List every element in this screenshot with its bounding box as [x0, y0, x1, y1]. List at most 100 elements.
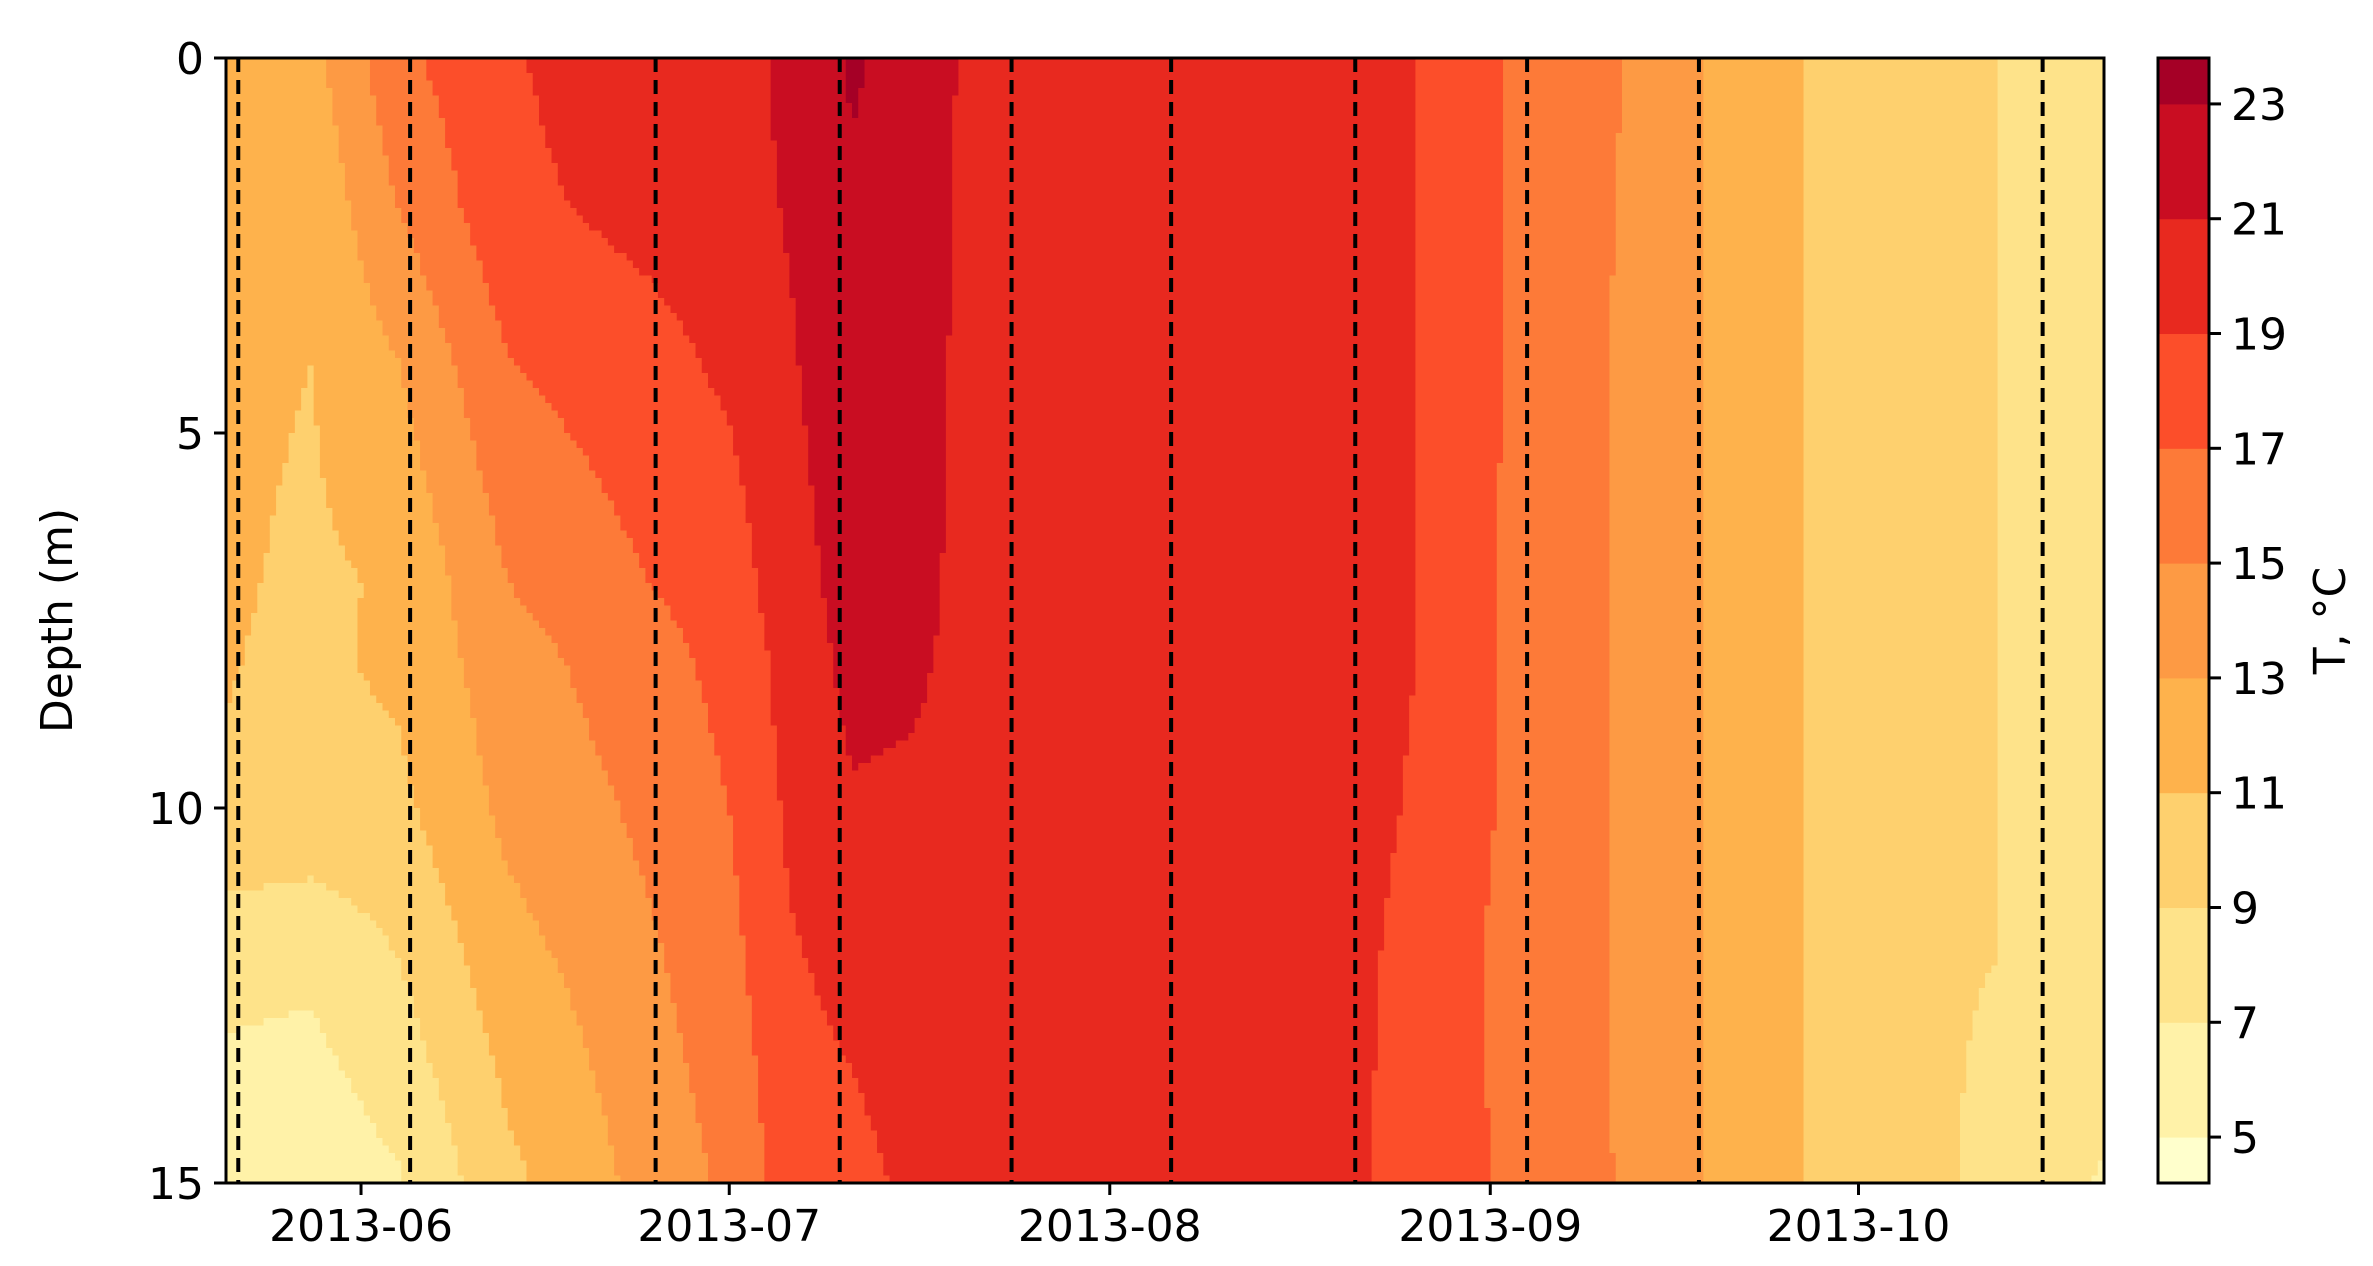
contour-cell	[1703, 650, 1805, 659]
contour-cell	[1997, 845, 2105, 854]
contour-cell	[601, 1093, 697, 1102]
contour-cell	[883, 1153, 1373, 1162]
contour-cell	[601, 755, 722, 764]
contour-cell	[557, 170, 778, 179]
contour-cell	[657, 928, 740, 937]
contour-cell	[1703, 958, 1805, 967]
contour-cell	[357, 238, 415, 247]
contour-cell	[1371, 1160, 1492, 1169]
contour-cell	[776, 755, 853, 764]
contour-cell	[726, 785, 778, 794]
contour-cell	[1803, 575, 1999, 584]
contour-cell	[820, 583, 941, 592]
contour-cell	[257, 583, 365, 592]
contour-cell	[1997, 305, 2105, 314]
contour-cell	[1703, 1070, 1805, 1079]
contour-cell	[526, 58, 772, 67]
contour-cell	[463, 958, 559, 967]
contour-cell	[1496, 770, 1611, 779]
contour-cell	[1703, 733, 1805, 742]
contour-cell	[858, 103, 953, 112]
contour-cell	[845, 73, 866, 82]
contour-cell	[808, 965, 1379, 974]
contour-cell	[1402, 785, 1498, 794]
contour-cell	[1997, 853, 2105, 862]
contour-cell	[764, 613, 828, 622]
contour-cell	[689, 1070, 759, 1079]
contour-cell	[363, 673, 465, 682]
contour-cell	[1703, 688, 1805, 697]
contour-cell	[626, 253, 790, 262]
contour-cell	[708, 1153, 765, 1162]
contour-cell	[238, 673, 365, 682]
contour-cell	[244, 643, 359, 652]
contour-cell	[1997, 703, 2105, 712]
contour-cell	[457, 1153, 521, 1162]
contour-cell	[614, 1145, 703, 1154]
contour-cell	[445, 560, 503, 569]
contour-cell	[1803, 178, 1999, 187]
contour-cell	[814, 500, 947, 509]
contour-cell	[745, 988, 816, 997]
contour-cell	[607, 770, 722, 779]
contour-cell	[226, 905, 359, 914]
contour-cell	[1503, 433, 1611, 442]
contour-cell	[714, 748, 778, 757]
contour-cell	[651, 275, 790, 284]
contour-cell	[1609, 643, 1704, 652]
x-tick-label: 2013-08	[1018, 1201, 1202, 1252]
contour-cell	[1803, 305, 1999, 314]
contour-cell	[626, 530, 753, 539]
contour-cell	[1615, 1175, 1704, 1184]
contour-cell	[463, 403, 553, 412]
contour-cell	[776, 200, 953, 209]
contour-cell	[432, 845, 503, 854]
colorbar-band	[2158, 58, 2209, 105]
contour-cell	[1997, 725, 2105, 734]
contour-cell	[319, 448, 421, 457]
contour-cell	[1496, 538, 1611, 547]
contour-cell	[401, 733, 477, 742]
contour-cell	[814, 508, 947, 517]
contour-cell	[1997, 905, 2105, 914]
contour-cell	[1997, 245, 2105, 254]
contour-cell	[332, 508, 434, 517]
contour-cell	[557, 643, 690, 652]
contour-cell	[226, 275, 365, 284]
contour-cell	[1997, 748, 2105, 757]
contour-cell	[1703, 1115, 1805, 1124]
contour-cell	[758, 575, 822, 584]
contour-cell	[1703, 823, 1805, 832]
contour-cell	[1997, 695, 2105, 704]
contour-cell	[376, 1130, 452, 1139]
contour-cell	[226, 703, 384, 712]
contour-cell	[1609, 755, 1704, 764]
contour-cell	[758, 1093, 866, 1102]
contour-cell	[226, 980, 409, 989]
contour-cell	[1991, 965, 2105, 974]
contour-cell	[1503, 425, 1611, 434]
contour-cell	[1415, 440, 1504, 449]
contour-cell	[532, 913, 653, 922]
contour-cell	[676, 1025, 753, 1034]
contour-cell	[826, 628, 941, 637]
contour-cell	[451, 613, 534, 622]
contour-cell	[758, 583, 822, 592]
contour-cell	[601, 485, 747, 494]
contour-cell	[1997, 388, 2105, 397]
contour-cell	[1997, 860, 2105, 869]
contour-cell	[463, 388, 540, 397]
y-tick-label: 10	[148, 784, 204, 835]
contour-cell	[457, 935, 546, 944]
contour-cell	[1609, 1070, 1704, 1079]
contour-cell	[1703, 643, 1805, 652]
contour-cell	[301, 395, 315, 404]
contour-cell	[1997, 268, 2105, 277]
contour-cell	[758, 1115, 872, 1124]
contour-cell	[445, 883, 521, 892]
contour-cell	[226, 200, 352, 209]
contour-cell	[664, 965, 747, 974]
contour-cell	[1503, 320, 1611, 329]
contour-cell	[733, 433, 809, 442]
contour-cell	[651, 898, 740, 907]
